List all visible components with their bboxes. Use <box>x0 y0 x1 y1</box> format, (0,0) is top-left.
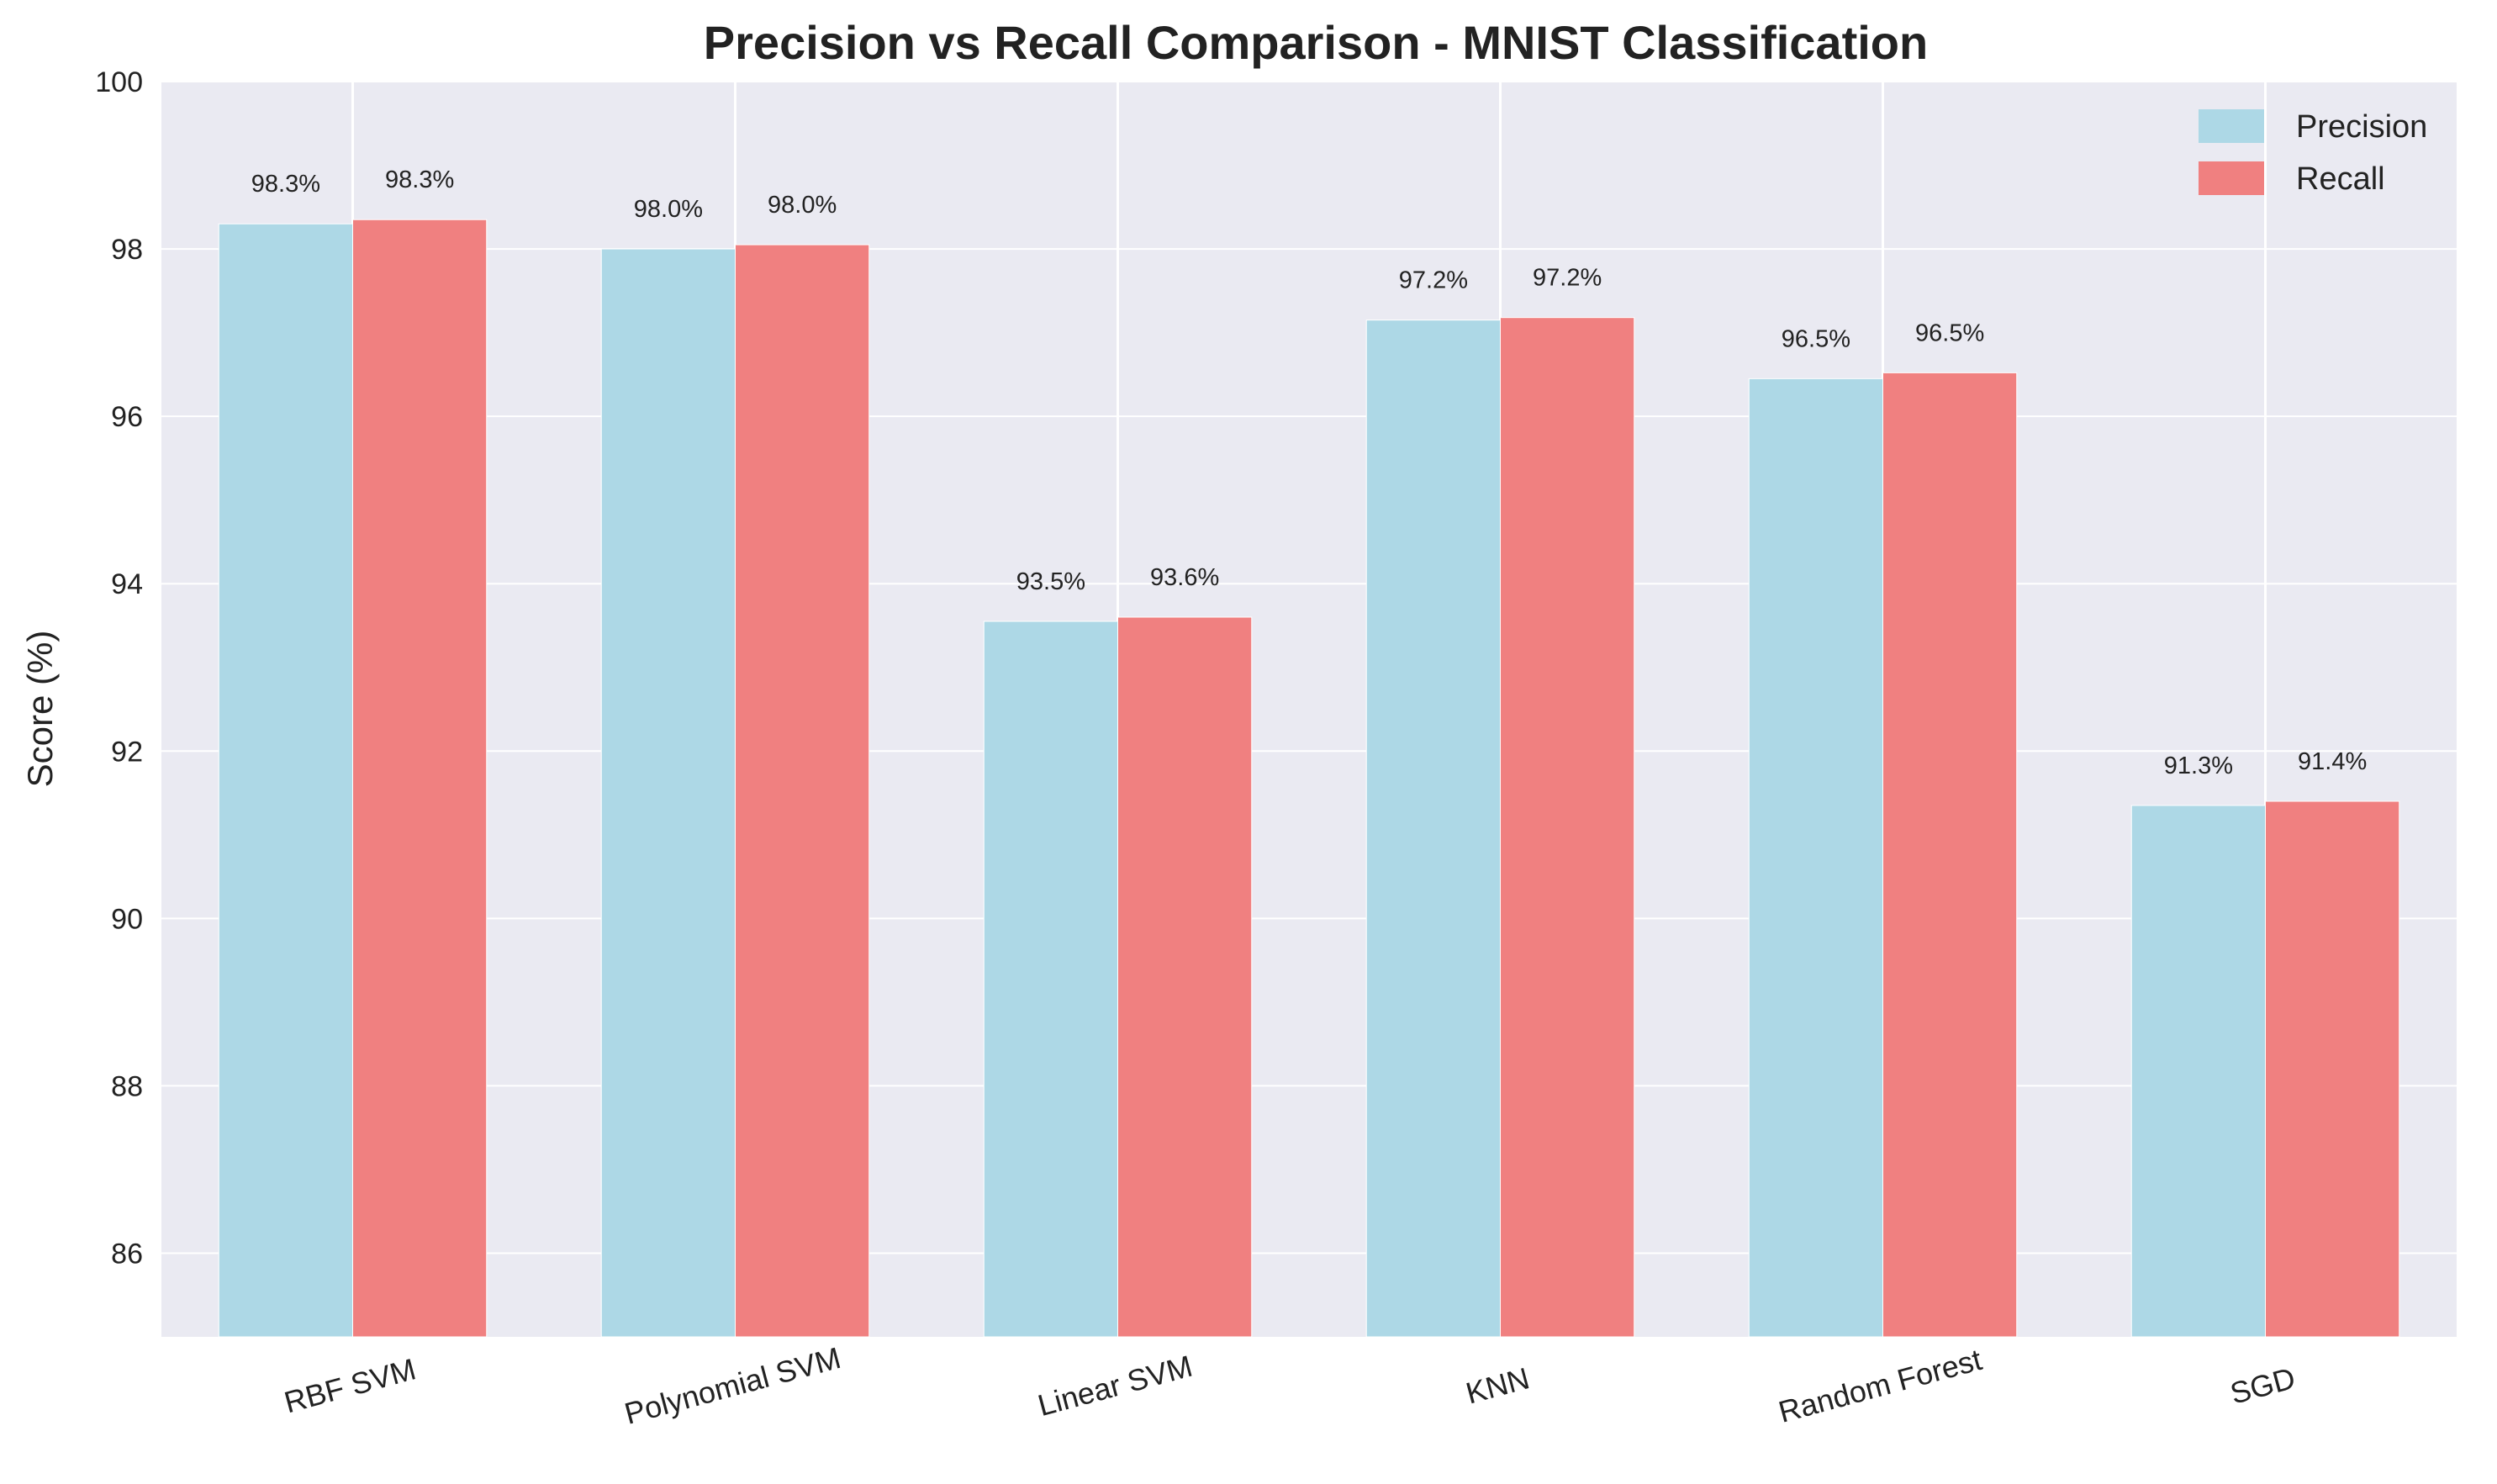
x-tick-label: SGD <box>2226 1360 2299 1411</box>
y-tick-label: 94 <box>111 568 143 600</box>
data-label: 98.0% <box>768 192 837 219</box>
legend-label-precision: Precision <box>2296 109 2427 145</box>
bar-precision <box>218 223 353 1338</box>
y-tick-label: 96 <box>111 401 143 433</box>
y-axis-ticks: 86 88 90 92 94 96 98 100 <box>95 66 143 1270</box>
y-tick-label: 92 <box>111 736 143 768</box>
data-label: 96.5% <box>1915 320 1984 346</box>
y-tick-label: 88 <box>111 1070 143 1102</box>
legend-swatch-precision <box>2199 109 2264 143</box>
bar-recall <box>1882 372 2018 1338</box>
chart-title: Precision vs Recall Comparison - MNIST C… <box>704 16 1928 69</box>
bar-precision <box>600 248 736 1338</box>
data-label: 98.3% <box>385 166 454 193</box>
y-tick-label: 90 <box>111 903 143 935</box>
legend-swatch-recall <box>2199 161 2264 195</box>
y-tick-label: 98 <box>111 234 143 266</box>
bars <box>218 219 2400 1338</box>
x-tick-label: Linear SVM <box>1034 1349 1196 1423</box>
x-tick-label: Polynomial SVM <box>620 1340 844 1431</box>
bar-recall <box>2265 800 2400 1338</box>
legend-label-recall: Recall <box>2296 161 2385 197</box>
bar-precision <box>1748 378 1883 1338</box>
data-label: 93.6% <box>1150 564 1219 591</box>
bar-precision <box>983 621 1118 1338</box>
y-tick-label: 86 <box>111 1238 143 1270</box>
bar-recall <box>352 219 488 1338</box>
data-label: 91.4% <box>2298 748 2367 775</box>
y-tick-label: 100 <box>95 66 143 98</box>
x-tick-label: KNN <box>1462 1360 1533 1410</box>
x-tick-label: RBF SVM <box>281 1351 420 1419</box>
data-label: 98.0% <box>634 196 703 223</box>
bar-recall <box>1117 616 1253 1338</box>
data-label: 93.5% <box>1016 568 1085 595</box>
data-labels: 98.3% 98.0% 93.5% 97.2% 96.5% 91.3% 98.3% 98.0%… <box>251 166 2367 779</box>
legend: Precision Recall <box>2199 109 2427 197</box>
bar-precision <box>1365 320 1501 1338</box>
x-tick-label: Random Forest <box>1775 1342 1985 1429</box>
data-label: 98.3% <box>251 171 320 198</box>
y-axis-label: Score (%) <box>20 631 60 788</box>
data-label: 96.5% <box>1782 325 1850 352</box>
data-label: 91.3% <box>2164 753 2233 779</box>
plot-area <box>161 82 2457 1337</box>
data-label: 97.2% <box>1399 267 1468 294</box>
bar-precision <box>2130 805 2266 1338</box>
data-label: 97.2% <box>1533 265 1602 292</box>
x-axis-ticks: RBF SVM Polynomial SVM Linear SVM KNN Random… <box>281 1340 2299 1431</box>
bar-recall <box>1500 317 1635 1338</box>
bar-recall <box>735 244 870 1338</box>
